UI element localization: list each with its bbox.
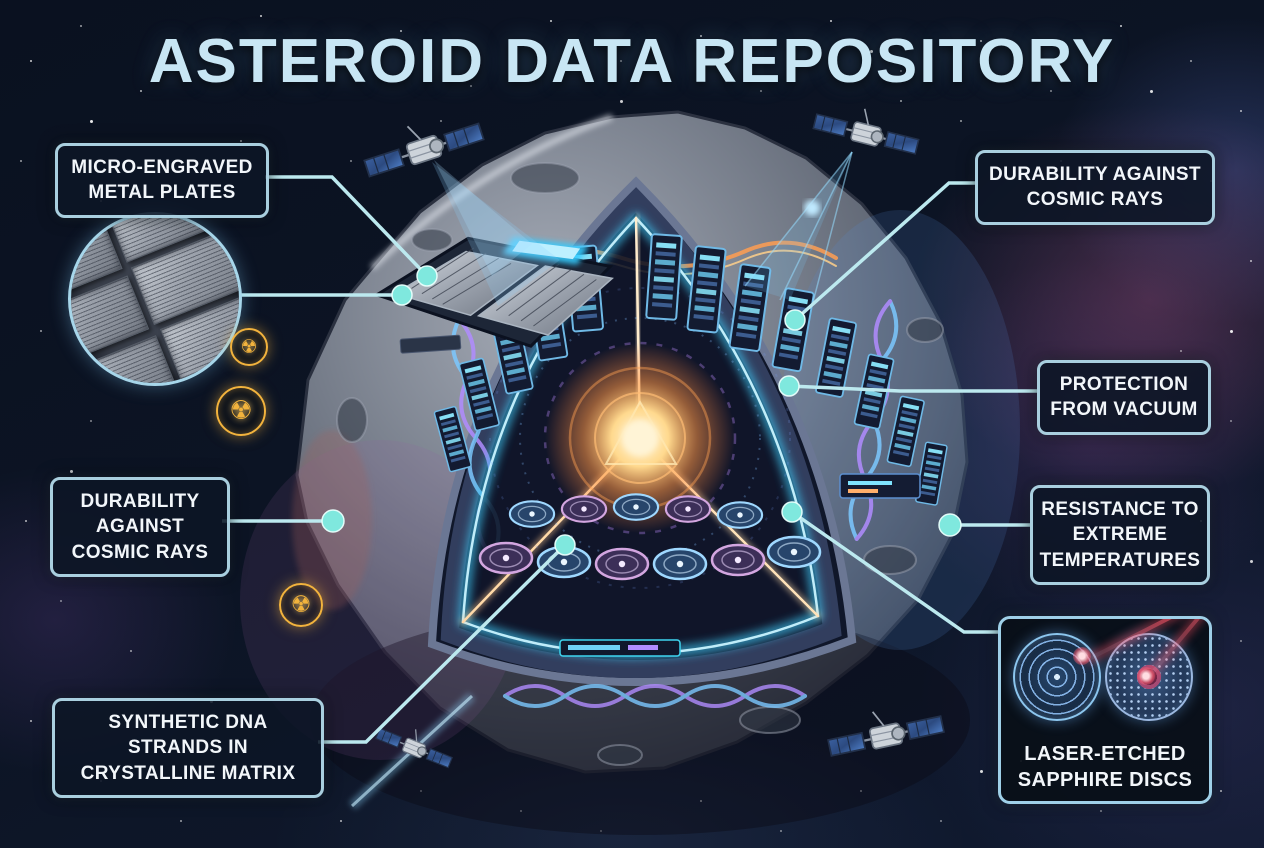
vault-core [489, 287, 791, 589]
satellite-icon-top-right [811, 96, 924, 157]
connector-dot-synthetic-dna [554, 534, 576, 556]
callout-line: AGAINST [95, 516, 185, 538]
callout-line: DURABILITY [80, 491, 200, 512]
laser-discs-label: LASER-ETCHED SAPPHIRE DISCS [1001, 741, 1209, 793]
radiation-glyph: ☢ [240, 336, 258, 358]
satellite-icon-top-left [357, 104, 486, 181]
callout-line: CRYSTALLINE MATRIX [80, 762, 296, 784]
callout-line: LASER-ETCHED [1024, 743, 1186, 765]
callout-durability-cosmic-rays-top-right: DURABILITY AGAINST COSMIC RAYS [975, 150, 1215, 225]
connector-dot-resistance-temps [938, 513, 962, 537]
callout-line: SAPPHIRE DISCS [1017, 769, 1193, 791]
callout-line: RESISTANCE TO [1041, 499, 1199, 520]
callout-durability-cosmic-rays-left: DURABILITY AGAINST COSMIC RAYS [50, 477, 230, 578]
laser-spark [1137, 667, 1155, 685]
connector-dot-durability-top-right [784, 309, 806, 331]
connector-dot-protection-vacuum [778, 375, 800, 397]
connector-durability-top-right [793, 181, 978, 322]
metal-plates-collage [71, 215, 239, 383]
callout-synthetic-dna-strands: SYNTHETIC DNA STRANDS IN CRYSTALLINE MAT… [52, 698, 324, 799]
page-title: ASTEROID DATA REPOSITORY [148, 27, 1116, 96]
radiation-glyph: ☢ [229, 396, 253, 426]
radiation-glyph: ☢ [290, 592, 312, 618]
radiation-hazard-icon: ☢ [279, 583, 323, 627]
metal-plates-device [373, 236, 614, 354]
callout-line: SYNTHETIC DNA [108, 712, 268, 733]
callout-line: METAL PLATES [88, 182, 236, 204]
callout-line: COSMIC RAYS [1026, 189, 1164, 211]
callout-protection-from-vacuum: PROTECTION FROM VACUUM [1037, 360, 1211, 435]
connector-dot-durability-left [321, 509, 345, 533]
callout-line: PROTECTION [1059, 374, 1189, 395]
laser-spark [1073, 647, 1091, 665]
callout-micro-engraved-metal-plates: MICRO-ENGRAVED METAL PLATES [55, 143, 269, 218]
connector-synthetic-dna [318, 543, 567, 744]
connector-dot-micro-engraved [416, 265, 438, 287]
callout-line: EXTREME [1072, 524, 1168, 546]
callout-line: STRANDS IN [127, 737, 249, 759]
radiation-hazard-icon: ☢ [230, 328, 268, 366]
craters [336, 162, 944, 766]
satellite-beam-top-right [744, 151, 853, 307]
callout-line: COSMIC RAYS [71, 541, 209, 563]
connector-micro-engraved [265, 175, 429, 278]
dna-helix-bottom [503, 684, 807, 708]
callout-line: MICRO-ENGRAVED [71, 157, 253, 178]
callout-resistance-extreme-temperatures: RESISTANCE TO EXTREME TEMPERATURES [1030, 485, 1210, 586]
server-racks [433, 233, 948, 657]
satellite-beam-top-left [432, 160, 560, 306]
callout-line: FROM VACUUM [1050, 399, 1198, 421]
metal-plates-inset [68, 212, 242, 386]
callout-laser-etched-sapphire-discs: LASER-ETCHED SAPPHIRE DISCS [998, 616, 1212, 804]
connector-laser-discs [790, 510, 1000, 634]
callout-connectors [222, 175, 1037, 744]
callout-line: DURABILITY AGAINST [989, 164, 1201, 185]
connector-dot-inset [391, 284, 413, 306]
radiation-hazard-icon: ☢ [216, 386, 266, 436]
callout-line: TEMPERATURES [1039, 549, 1201, 571]
connector-dot-laser-discs [781, 501, 803, 523]
sapphire-disc-rings-icon [1013, 633, 1101, 721]
connector-protection-vacuum [788, 384, 1037, 393]
